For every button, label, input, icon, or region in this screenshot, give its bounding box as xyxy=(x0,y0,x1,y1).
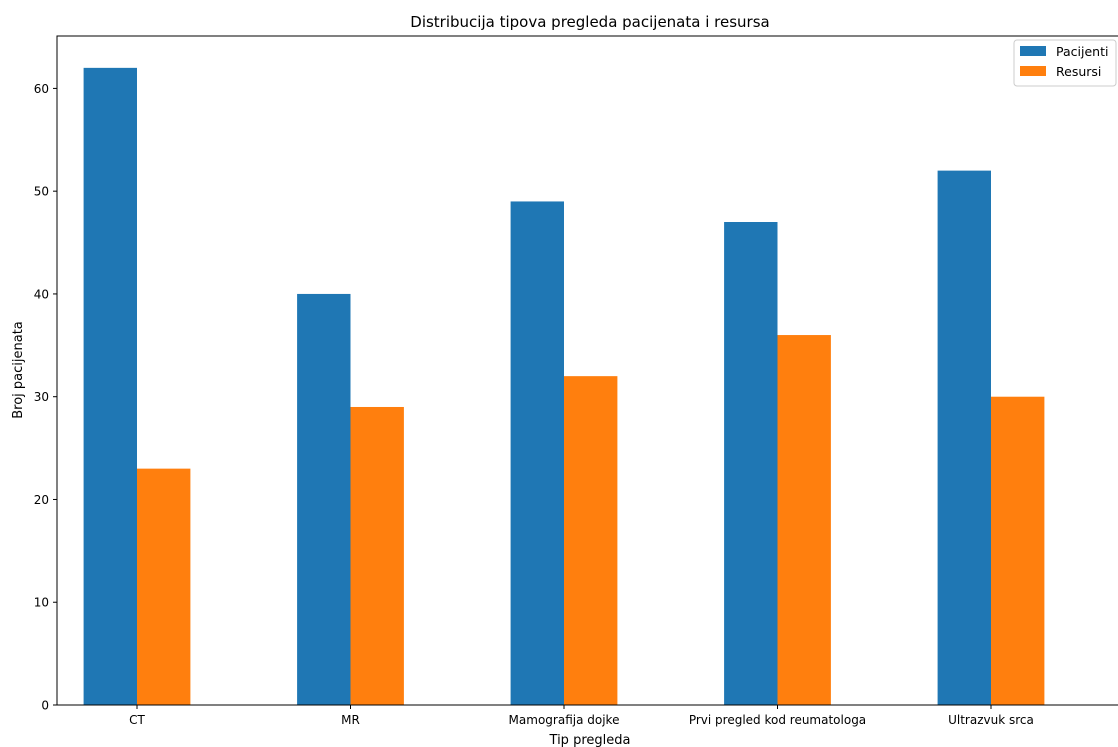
y-tick-label: 30 xyxy=(34,390,49,404)
y-axis: 0 10 20 30 40 50 60 xyxy=(34,82,57,713)
x-tick-label: CT xyxy=(129,713,145,727)
y-tick-label: 40 xyxy=(34,287,49,301)
bar-resursi-4 xyxy=(991,397,1044,705)
bar-resursi-2 xyxy=(564,376,617,705)
legend-label-pacijenti: Pacijenti xyxy=(1056,44,1108,59)
x-axis-title: Tip pregleda xyxy=(549,733,631,747)
x-tick-label: Mamografija dojke xyxy=(509,713,620,727)
x-axis: CT MR Mamografija dojke Prvi pregled kod re… xyxy=(129,705,1034,727)
y-axis-title: Broj pacijenata xyxy=(11,321,26,419)
bar-resursi-1 xyxy=(351,407,404,705)
bar-pacijenti-2 xyxy=(511,201,564,705)
x-tick-label: MR xyxy=(341,713,360,727)
legend-swatch-pacijenti xyxy=(1020,46,1046,56)
bars-group xyxy=(84,68,1045,705)
y-tick-label: 50 xyxy=(34,185,49,199)
legend-swatch-resursi xyxy=(1020,66,1046,76)
y-tick-label: 0 xyxy=(41,699,49,713)
bar-resursi-0 xyxy=(137,469,190,705)
chart-title: Distribucija tipova pregleda pacijenata … xyxy=(410,13,769,31)
bar-pacijenti-0 xyxy=(84,68,137,705)
bar-pacijenti-3 xyxy=(724,222,777,705)
y-tick-label: 20 xyxy=(34,493,49,507)
y-tick-label: 10 xyxy=(34,596,49,610)
bar-pacijenti-1 xyxy=(297,294,350,705)
legend: Pacijenti Resursi xyxy=(1014,40,1116,86)
x-tick-label: Prvi pregled kod reumatologa xyxy=(689,713,866,727)
bar-pacijenti-4 xyxy=(938,171,991,705)
bar-resursi-3 xyxy=(778,335,831,705)
x-tick-label: Ultrazvuk srca xyxy=(948,713,1034,727)
legend-label-resursi: Resursi xyxy=(1056,64,1101,79)
y-tick-label: 60 xyxy=(34,82,49,96)
